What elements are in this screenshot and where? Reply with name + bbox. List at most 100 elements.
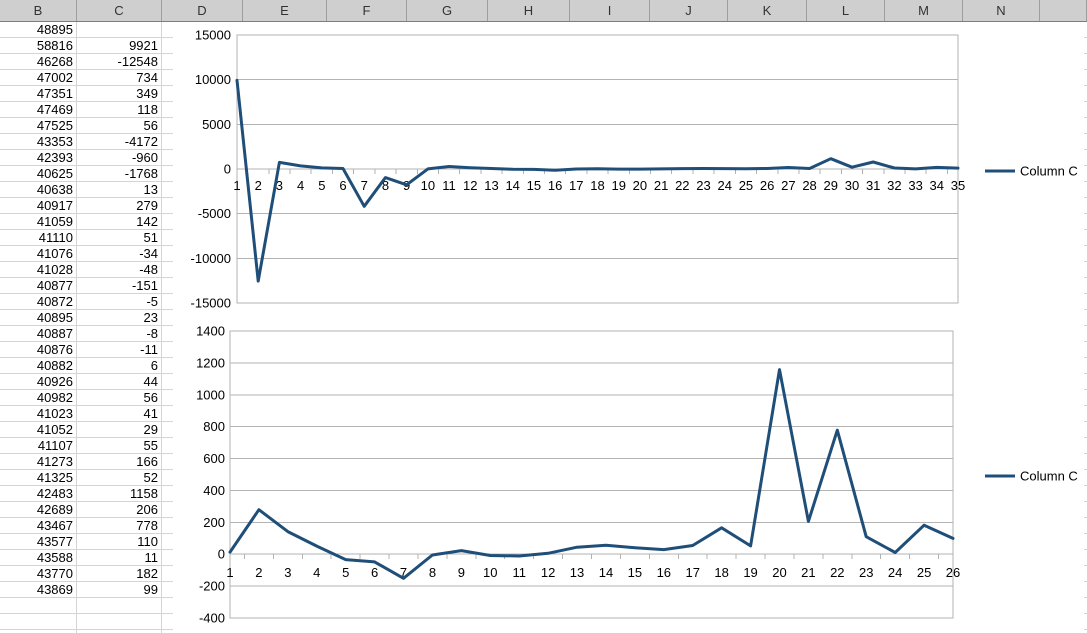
cell-C27[interactable]: 55: [77, 438, 162, 453]
cell-B14[interactable]: 41110: [0, 230, 77, 245]
cell-C15[interactable]: -34: [77, 246, 162, 261]
cell-B30[interactable]: 42483: [0, 486, 77, 501]
cell-B5[interactable]: 47351: [0, 86, 77, 101]
cell-C32[interactable]: 778: [77, 518, 162, 533]
cell-B18[interactable]: 40872: [0, 294, 77, 309]
cell-C28[interactable]: 166: [77, 454, 162, 469]
column-header-C[interactable]: C: [77, 0, 162, 21]
cell-C12[interactable]: 279: [77, 198, 162, 213]
cell-C38[interactable]: [77, 614, 162, 629]
cell-C22[interactable]: 6: [77, 358, 162, 373]
cell-C3[interactable]: -12548: [77, 54, 162, 69]
column-header-partial[interactable]: [1040, 0, 1087, 21]
cell-B22[interactable]: 40882: [0, 358, 77, 373]
cell-B37[interactable]: [0, 598, 77, 613]
cell-B17[interactable]: 40877: [0, 278, 77, 293]
column-header-G[interactable]: G: [407, 0, 488, 21]
cell-B24[interactable]: 40982: [0, 390, 77, 405]
cell-C30[interactable]: 1158: [77, 486, 162, 501]
cell-B3[interactable]: 46268: [0, 54, 77, 69]
cell-C17[interactable]: -151: [77, 278, 162, 293]
cell-C1[interactable]: [77, 22, 162, 37]
cell-C35[interactable]: 182: [77, 566, 162, 581]
cell-B28[interactable]: 41273: [0, 454, 77, 469]
cell-C5[interactable]: 349: [77, 86, 162, 101]
cell-B38[interactable]: [0, 614, 77, 629]
cell-C2[interactable]: 9921: [77, 38, 162, 53]
cell-B34[interactable]: 43588: [0, 550, 77, 565]
cell-C26[interactable]: 29: [77, 422, 162, 437]
cell-C6[interactable]: 118: [77, 102, 162, 117]
cell-B15[interactable]: 41076: [0, 246, 77, 261]
cell-C13[interactable]: 142: [77, 214, 162, 229]
cell-B20[interactable]: 40887: [0, 326, 77, 341]
cell-B39[interactable]: [0, 630, 77, 633]
column-header-K[interactable]: K: [728, 0, 807, 21]
cell-C39[interactable]: [77, 630, 162, 633]
cell-C11[interactable]: 13: [77, 182, 162, 197]
column-header-F[interactable]: F: [327, 0, 407, 21]
cell-C31[interactable]: 206: [77, 502, 162, 517]
svg-text:1: 1: [226, 565, 233, 580]
cell-B21[interactable]: 40876: [0, 342, 77, 357]
cell-C36[interactable]: 99: [77, 582, 162, 597]
cell-C4[interactable]: 734: [77, 70, 162, 85]
cell-B23[interactable]: 40926: [0, 374, 77, 389]
svg-text:16: 16: [548, 178, 562, 193]
column-header-D[interactable]: D: [162, 0, 243, 21]
cell-B11[interactable]: 40638: [0, 182, 77, 197]
cell-B29[interactable]: 41325: [0, 470, 77, 485]
cell-B7[interactable]: 47525: [0, 118, 77, 133]
cell-C14[interactable]: 51: [77, 230, 162, 245]
cell-C19[interactable]: 23: [77, 310, 162, 325]
column-header-B[interactable]: B: [0, 0, 77, 21]
cell-B12[interactable]: 40917: [0, 198, 77, 213]
cell-B19[interactable]: 40895: [0, 310, 77, 325]
cell-C21[interactable]: -11: [77, 342, 162, 357]
cell-B1[interactable]: 48895: [0, 22, 77, 37]
cell-B8[interactable]: 43353: [0, 134, 77, 149]
cell-B26[interactable]: 41052: [0, 422, 77, 437]
column-header-E[interactable]: E: [243, 0, 327, 21]
cell-C25[interactable]: 41: [77, 406, 162, 421]
cell-C10[interactable]: -1768: [77, 166, 162, 181]
plot-area-border: [229, 330, 954, 619]
column-header-L[interactable]: L: [807, 0, 885, 21]
cell-C37[interactable]: [77, 598, 162, 613]
cell-C7[interactable]: 56: [77, 118, 162, 133]
x-axis: [243, 554, 940, 560]
cell-B13[interactable]: 41059: [0, 214, 77, 229]
cell-C9[interactable]: -960: [77, 150, 162, 165]
cell-C33[interactable]: 110: [77, 534, 162, 549]
cell-B9[interactable]: 42393: [0, 150, 77, 165]
cell-C20[interactable]: -8: [77, 326, 162, 341]
cell-B16[interactable]: 41028: [0, 262, 77, 277]
column-header-H[interactable]: H: [488, 0, 570, 21]
cell-B35[interactable]: 43770: [0, 566, 77, 581]
cell-B2[interactable]: 58816: [0, 38, 77, 53]
cell-B25[interactable]: 41023: [0, 406, 77, 421]
cell-B6[interactable]: 47469: [0, 102, 77, 117]
cell-C8[interactable]: -4172: [77, 134, 162, 149]
column-header-M[interactable]: M: [885, 0, 963, 21]
cell-C23[interactable]: 44: [77, 374, 162, 389]
cell-B33[interactable]: 43577: [0, 534, 77, 549]
column-header-N[interactable]: N: [963, 0, 1040, 21]
embedded-chart-large-scale[interactable]: 15000 10000 5000 0 -5000 -10000 -15000 1 2 3 4 5 6 7 8…: [173, 24, 1084, 318]
cell-B4[interactable]: 47002: [0, 70, 77, 85]
cell-B31[interactable]: 42689: [0, 502, 77, 517]
column-header-J[interactable]: J: [650, 0, 728, 21]
svg-text:-15000: -15000: [191, 296, 231, 311]
cell-C16[interactable]: -48: [77, 262, 162, 277]
cell-B36[interactable]: 43869: [0, 582, 77, 597]
cell-B27[interactable]: 41107: [0, 438, 77, 453]
embedded-chart-small-scale[interactable]: 1400 1200 1000 800 600 400 200 0 -200 -400 1 2 3 4 5 6 7…: [173, 318, 1084, 633]
cell-C29[interactable]: 52: [77, 470, 162, 485]
cell-C18[interactable]: -5: [77, 294, 162, 309]
column-header-I[interactable]: I: [570, 0, 650, 21]
cell-C24[interactable]: 56: [77, 390, 162, 405]
cell-B32[interactable]: 43467: [0, 518, 77, 533]
cell-B10[interactable]: 40625: [0, 166, 77, 181]
cell-C34[interactable]: 11: [77, 550, 162, 565]
